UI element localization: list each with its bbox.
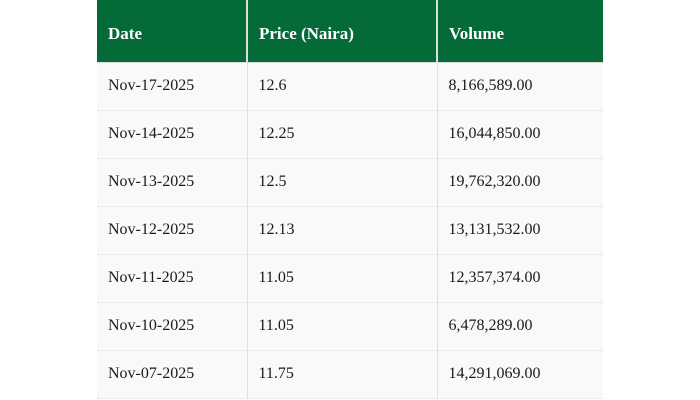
price-cell: 11.05 xyxy=(246,254,437,303)
table-row: Nov-17-2025 12.6 8,166,589.00 xyxy=(97,62,603,111)
price-cell: 12.13 xyxy=(246,206,437,255)
table-header: Date Price (Naira) Volume xyxy=(97,0,603,63)
table-row: Nov-13-2025 12.5 19,762,320.00 xyxy=(97,158,603,207)
price-cell: 12.25 xyxy=(246,110,437,159)
date-cell: Nov-10-2025 xyxy=(97,302,247,351)
price-cell: 12.6 xyxy=(246,62,437,111)
volume-cell: 13,131,532.00 xyxy=(436,206,603,255)
volume-cell: 14,291,069.00 xyxy=(436,350,603,399)
date-cell: Nov-07-2025 xyxy=(97,350,247,399)
column-header-date: Date xyxy=(97,0,247,63)
date-cell: Nov-14-2025 xyxy=(97,110,247,159)
table-row: Nov-11-2025 11.05 12,357,374.00 xyxy=(97,254,603,303)
table-row: Nov-10-2025 11.05 6,478,289.00 xyxy=(97,302,603,351)
stock-table-container: Date Price (Naira) Volume Nov-17-2025 12… xyxy=(97,0,603,399)
stock-history-table: Date Price (Naira) Volume Nov-17-2025 12… xyxy=(97,0,603,399)
table-row: Nov-14-2025 12.25 16,044,850.00 xyxy=(97,110,603,159)
volume-cell: 19,762,320.00 xyxy=(436,158,603,207)
table-row: Nov-07-2025 11.75 14,291,069.00 xyxy=(97,350,603,399)
price-cell: 12.5 xyxy=(246,158,437,207)
date-cell: Nov-17-2025 xyxy=(97,62,247,111)
column-header-price: Price (Naira) xyxy=(246,0,437,63)
volume-cell: 6,478,289.00 xyxy=(436,302,603,351)
date-cell: Nov-13-2025 xyxy=(97,158,247,207)
header-row: Date Price (Naira) Volume xyxy=(97,0,603,63)
column-header-volume: Volume xyxy=(436,0,603,63)
price-cell: 11.75 xyxy=(246,350,437,399)
table-row: Nov-12-2025 12.13 13,131,532.00 xyxy=(97,206,603,255)
date-cell: Nov-12-2025 xyxy=(97,206,247,255)
volume-cell: 8,166,589.00 xyxy=(436,62,603,111)
volume-cell: 16,044,850.00 xyxy=(436,110,603,159)
date-cell: Nov-11-2025 xyxy=(97,254,247,303)
table-body: Nov-17-2025 12.6 8,166,589.00 Nov-14-202… xyxy=(97,62,603,399)
volume-cell: 12,357,374.00 xyxy=(436,254,603,303)
price-cell: 11.05 xyxy=(246,302,437,351)
